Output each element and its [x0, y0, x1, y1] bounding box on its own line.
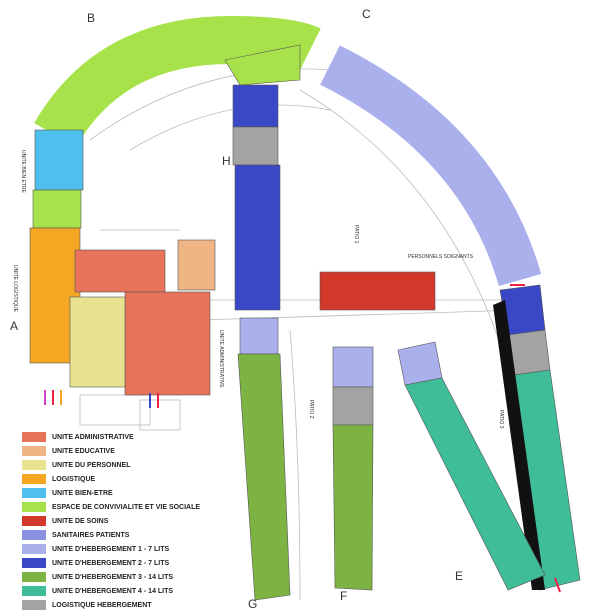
zones [34, 15, 581, 591]
h-gray [232, 126, 279, 166]
legend-label: UNITE DU PERSONNEL [52, 462, 131, 469]
legend-swatch [22, 530, 46, 540]
wing-letter: G [248, 597, 257, 611]
label: UNITE ADMINISTRATIVE [218, 330, 224, 388]
legend-swatch [22, 586, 46, 596]
h-top [232, 84, 279, 128]
legend-swatch [22, 502, 46, 512]
f-main [332, 424, 374, 591]
annotations: UNITE BIEN ETRE UNITE LOGISTIQUE UNITE A… [12, 150, 504, 429]
convivialite-a [32, 189, 82, 229]
f-top [332, 346, 374, 388]
legend-swatch [22, 446, 46, 456]
educative [177, 239, 216, 291]
bien-etre [34, 129, 84, 191]
blocks [29, 84, 546, 601]
label: PATIO 2 [308, 400, 314, 419]
legend-label: UNITE D'HEBERGEMENT 1 - 7 LITS [52, 546, 170, 553]
wing-letter: F [340, 589, 347, 603]
wing-letter: C [362, 7, 371, 21]
legend-label: UNITE EDUCATIVE [52, 448, 115, 455]
wing-letter: A [10, 319, 18, 333]
legend-swatch [22, 600, 46, 610]
legend-label: UNITE D'HEBERGEMENT 2 - 7 LITS [52, 560, 170, 567]
legend-label: UNITE BIEN-ETRE [52, 490, 113, 497]
arrows [44, 284, 561, 593]
legend: UNITE ADMINISTRATIVE UNITE EDUCATIVE UNITE… [22, 432, 200, 610]
wing-letter: H [222, 154, 231, 168]
label: UNITE BIEN ETRE [20, 150, 26, 193]
admin-2 [124, 291, 211, 396]
legend-swatch [22, 474, 46, 484]
f-gray [332, 386, 374, 426]
personnel [69, 296, 126, 388]
legend-swatch [22, 488, 46, 498]
legend-swatch [22, 558, 46, 568]
label: PERSONNELS SOIGNANTS [408, 254, 474, 260]
legend-label: SANITAIRES PATIENTS [52, 532, 130, 539]
legend-label: LOGISTIQUE HEBERGEMENT [52, 602, 152, 609]
strip-black [493, 300, 545, 590]
legend-swatch [22, 544, 46, 554]
label: PATIO 3 [498, 410, 504, 429]
g-top [239, 317, 279, 355]
legend-label: LOGISTIQUE [52, 476, 96, 483]
e-top [397, 341, 443, 386]
g-main [237, 353, 291, 601]
wing-b-end [224, 44, 301, 86]
label: UNITE LOGISTIQUE [12, 265, 18, 313]
wing-b [34, 15, 321, 148]
legend-label: UNITE D'HEBERGEMENT 3 - 14 LITS [52, 574, 173, 581]
legend-swatch [22, 460, 46, 470]
wing-letters: A B C E F G H [10, 7, 463, 611]
h-main [234, 164, 281, 311]
wing-letter: E [455, 569, 463, 583]
legend-label: ESPACE DE CONVIVIALITE ET VIE SOCIALE [52, 504, 200, 511]
legend-label: UNITE D'HEBERGEMENT 4 - 14 LITS [52, 588, 173, 595]
e-main [404, 377, 546, 591]
legend-swatch [22, 572, 46, 582]
label: PATIO 1 [353, 225, 359, 244]
wing-c [320, 45, 542, 287]
admin-1 [74, 249, 166, 293]
soins [319, 271, 436, 311]
legend-swatch [22, 432, 46, 442]
legend-swatch [22, 516, 46, 526]
legend-label: UNITE ADMINISTRATIVE [52, 434, 134, 441]
wing-letter: B [87, 11, 95, 25]
legend-label: UNITE DE SOINS [52, 518, 109, 525]
